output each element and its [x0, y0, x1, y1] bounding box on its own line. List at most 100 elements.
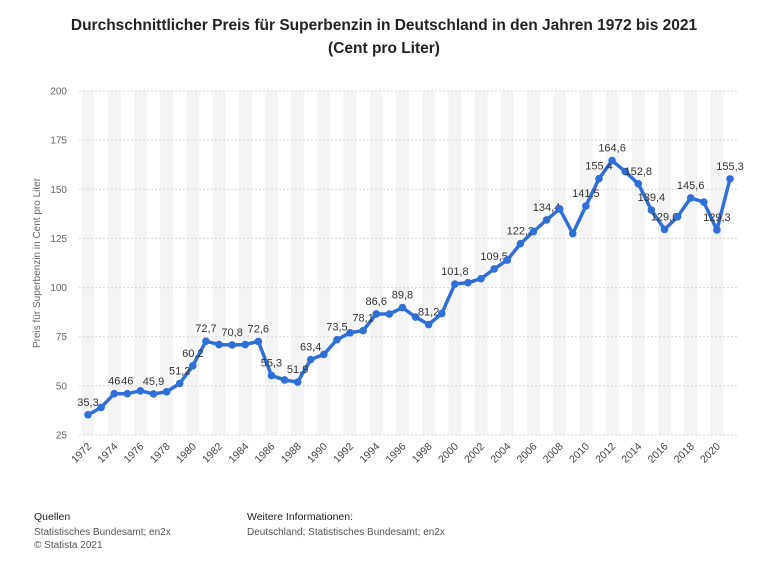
data-label: 89,8 [392, 290, 413, 302]
data-label: 155,4 [585, 161, 613, 173]
x-tick-label: 2000 [436, 441, 461, 466]
x-tick-label: 2020 [698, 441, 723, 466]
info-heading: Weitere Informationen: [247, 511, 354, 523]
data-point [228, 341, 236, 349]
data-label: 35,3 [77, 397, 98, 409]
data-label: 101,8 [441, 266, 469, 278]
data-label: 152,8 [625, 166, 653, 178]
sources-block: Quellen Statistisches Bundesamt; en2x © … [34, 511, 171, 552]
data-label: 45,9 [143, 376, 164, 388]
data-point [162, 387, 171, 396]
x-tick-label: 1988 [279, 441, 304, 466]
x-tick-label: 1978 [148, 441, 173, 466]
data-point [634, 179, 643, 188]
data-point [582, 202, 590, 210]
data-point [241, 340, 250, 349]
column-band [657, 91, 672, 435]
chart-title-line-2: (Cent pro Liter) [328, 40, 440, 57]
data-label: 78,1 [352, 313, 373, 325]
data-label: 81,2 [418, 307, 439, 319]
y-tick-label: 100 [50, 283, 67, 294]
column-band [81, 91, 95, 435]
data-point [293, 378, 302, 386]
x-tick-label: 2002 [462, 441, 487, 466]
data-point [149, 390, 158, 398]
x-tick-label: 1992 [331, 441, 356, 466]
data-point [542, 216, 551, 224]
data-label: 63,4 [300, 342, 321, 354]
line-chart: 25 50 75 100 125 150 175 200 Preis für Superbenz… [32, 87, 744, 466]
column-band [526, 91, 541, 435]
data-point [267, 371, 276, 380]
column-band [684, 91, 698, 435]
data-label: 141,5 [572, 188, 600, 200]
data-point [424, 320, 433, 329]
data-point [713, 226, 721, 234]
data-label: 145,6 [677, 180, 705, 192]
data-label: 72,6 [248, 323, 269, 335]
data-point [280, 376, 289, 384]
x-tick-label: 1980 [174, 441, 199, 466]
y-tick-label: 75 [56, 332, 68, 343]
x-tick-label: 2004 [488, 441, 513, 466]
data-point [97, 403, 105, 412]
column-band [579, 91, 593, 435]
column-band [186, 91, 200, 435]
data-point [254, 337, 263, 346]
data-label: 139,4 [638, 192, 666, 204]
data-label: 86,6 [366, 296, 387, 308]
chart-title: Durchschnittlicher Preis für Superbenzin… [0, 14, 768, 60]
x-tick-label: 2018 [672, 441, 697, 466]
column-band [133, 91, 147, 435]
y-tick-label: 50 [56, 381, 68, 392]
data-point [372, 310, 381, 318]
column-band [605, 91, 619, 435]
column-band [474, 91, 488, 435]
data-label: 129,3 [703, 212, 731, 224]
data-point [123, 389, 132, 398]
column-band [107, 91, 121, 435]
data-label: 51,2 [169, 365, 190, 377]
sources-text: Statistisches Bundesamt; en2x [34, 527, 171, 538]
column-band [291, 91, 305, 435]
x-tick-label: 2006 [515, 441, 540, 466]
x-tick-label: 1982 [200, 441, 225, 466]
data-label: 46 [121, 376, 133, 388]
data-label: 46 [108, 376, 120, 388]
data-label: 109,5 [480, 251, 508, 263]
column-band [160, 91, 174, 435]
column-band [317, 91, 331, 435]
chart-title-line-1: Durchschnittlicher Preis für Superbenzin… [70, 17, 698, 34]
y-axis-title: Preis für Superbenzin in Cent pro Liter [32, 177, 43, 348]
data-label: 129,6 [651, 211, 679, 223]
data-point [529, 227, 538, 236]
data-point [306, 355, 315, 364]
x-tick-label: 1974 [95, 441, 120, 466]
data-point [647, 206, 656, 214]
data-point [175, 379, 184, 388]
column-band [369, 91, 383, 435]
x-tick-label: 2014 [619, 441, 644, 466]
data-point [477, 274, 485, 283]
data-point [333, 335, 341, 344]
data-point [202, 337, 210, 346]
data-point [136, 386, 145, 395]
copyright-text: © Statista 2021 [34, 540, 103, 551]
x-tick-label: 2012 [593, 441, 618, 466]
x-tick-label: 1994 [357, 441, 382, 466]
column-band [422, 91, 436, 435]
x-tick-label: 1986 [253, 441, 278, 466]
data-point [568, 229, 577, 238]
data-point [699, 198, 708, 206]
data-point [346, 328, 354, 337]
data-point [464, 278, 472, 287]
x-tick-label: 2016 [646, 441, 671, 466]
data-label: 60,2 [182, 348, 203, 360]
data-label: 73,5 [326, 322, 347, 334]
data-point [595, 174, 603, 183]
y-tick-label: 150 [50, 185, 67, 196]
x-tick-label: 2008 [541, 441, 566, 466]
data-label: 55,3 [261, 357, 282, 369]
y-tick-label: 175 [50, 136, 67, 147]
data-label: 164,6 [598, 143, 626, 155]
